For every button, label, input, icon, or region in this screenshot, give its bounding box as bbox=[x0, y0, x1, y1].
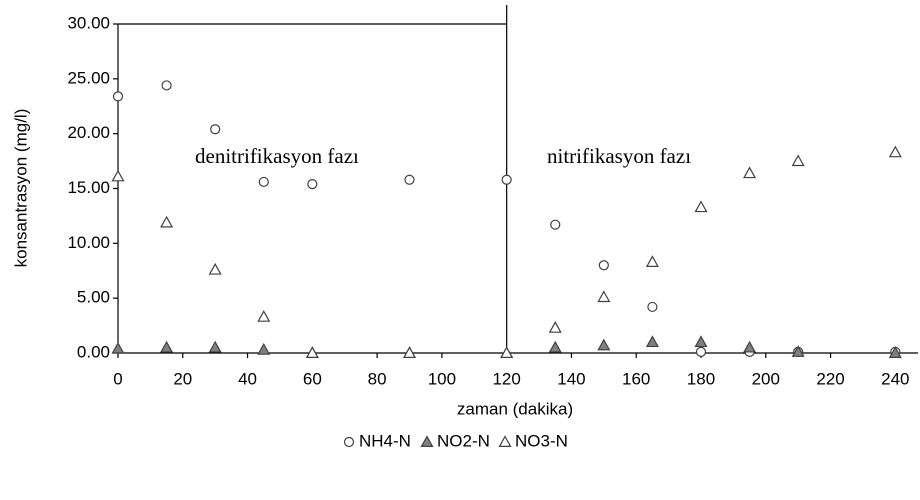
point bbox=[743, 340, 757, 353]
x-tick-label: 100 bbox=[428, 369, 456, 388]
point bbox=[645, 335, 659, 348]
point bbox=[160, 215, 174, 228]
y-tick-label: 20.00 bbox=[67, 123, 110, 142]
x-tick-label: 160 bbox=[622, 369, 650, 388]
y-tick-label: 5.00 bbox=[77, 288, 110, 307]
legend-label: NH4-N bbox=[359, 431, 411, 450]
x-tick-label: 240 bbox=[881, 369, 909, 388]
point bbox=[548, 340, 562, 353]
point bbox=[257, 342, 271, 355]
point bbox=[208, 340, 222, 353]
annotation: denitrifikasyon fazı bbox=[195, 144, 359, 168]
x-tick-label: 80 bbox=[368, 369, 387, 388]
point bbox=[645, 255, 659, 267]
point bbox=[305, 346, 319, 358]
point bbox=[257, 310, 271, 322]
point bbox=[888, 346, 902, 358]
point bbox=[597, 290, 611, 303]
point bbox=[402, 346, 417, 358]
x-tick-label: 20 bbox=[173, 369, 192, 388]
x-tick-label: 140 bbox=[557, 369, 585, 388]
point bbox=[598, 260, 609, 271]
legend-marker bbox=[343, 436, 355, 448]
x-tick-label: 220 bbox=[816, 369, 844, 388]
point bbox=[161, 80, 172, 91]
point bbox=[111, 341, 125, 354]
point bbox=[743, 166, 757, 179]
point bbox=[694, 335, 708, 348]
point bbox=[160, 340, 174, 353]
point bbox=[208, 262, 222, 275]
annotation: nitrifikasyon fazı bbox=[547, 144, 691, 168]
point bbox=[694, 200, 708, 213]
y-tick-label: 10.00 bbox=[67, 233, 110, 252]
y-axis-label: konsantrasyon (mg/l) bbox=[11, 109, 30, 268]
point bbox=[501, 174, 512, 185]
x-axis-label: zaman (dakika) bbox=[457, 399, 573, 418]
x-tick-label: 120 bbox=[492, 369, 520, 388]
legend: NH4-N NO2-N NO3-N bbox=[343, 431, 568, 450]
legend-marker bbox=[420, 435, 434, 447]
x-tick-label: 0 bbox=[113, 369, 122, 388]
point bbox=[210, 124, 221, 135]
point bbox=[791, 345, 805, 357]
x-tick-label: 40 bbox=[238, 369, 257, 388]
y-tick-label: 0.00 bbox=[77, 342, 110, 361]
legend-label: NO2-N bbox=[437, 431, 490, 450]
point bbox=[307, 179, 318, 190]
point bbox=[791, 154, 805, 167]
point bbox=[548, 321, 562, 333]
point bbox=[597, 338, 611, 351]
point bbox=[111, 169, 125, 182]
point bbox=[112, 91, 124, 102]
x-tick-label: 180 bbox=[687, 369, 715, 388]
point bbox=[258, 176, 269, 188]
legend-label: NO3-N bbox=[515, 431, 568, 450]
y-tick-label: 30.00 bbox=[67, 13, 110, 32]
point bbox=[550, 219, 561, 230]
y-tick-label: 15.00 bbox=[67, 178, 110, 197]
point bbox=[888, 145, 902, 158]
point bbox=[500, 346, 514, 358]
x-tick-label: 60 bbox=[303, 369, 322, 388]
point bbox=[404, 174, 415, 185]
legend-marker bbox=[498, 435, 512, 447]
point bbox=[647, 301, 658, 313]
point bbox=[695, 346, 707, 358]
x-tick-label: 200 bbox=[752, 369, 780, 388]
y-tick-label: 25.00 bbox=[67, 68, 110, 87]
